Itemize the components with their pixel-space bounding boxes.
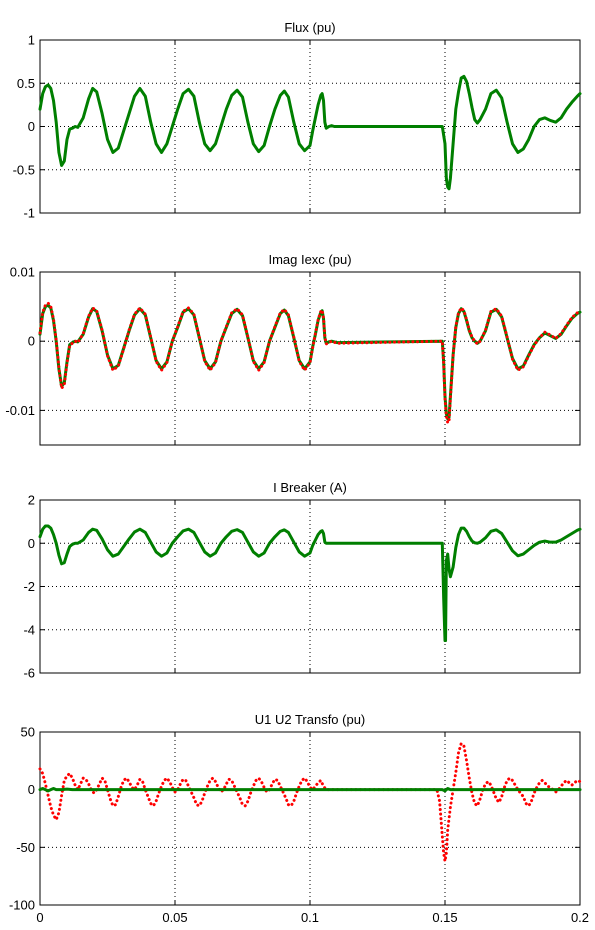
y-tick-label: -1 (23, 206, 35, 221)
subplot-title: Flux (pu) (284, 20, 335, 35)
x-tick-label: 0.05 (162, 910, 187, 925)
y-tick-label: 0.5 (17, 76, 35, 91)
x-tick-label: 0.1 (301, 910, 319, 925)
y-tick-label: -4 (23, 622, 35, 637)
y-tick-label: -0.5 (13, 162, 35, 177)
subplot-title: Imag Iexc (pu) (268, 252, 351, 267)
x-tick-label: 0.15 (432, 910, 457, 925)
subplot-1: Flux (pu) 1 0.5 0 -0.5 -1 (13, 20, 582, 221)
subplot-title: U1 U2 Transfo (pu) (255, 712, 366, 727)
series-line-2 (38, 301, 582, 425)
y-tick-label: 1 (28, 33, 35, 48)
y-tick-label: -0.01 (5, 403, 35, 418)
y-tick-label: 0 (28, 536, 35, 551)
y-tick-label: -6 (23, 666, 35, 681)
y-tick-label: -50 (16, 840, 35, 855)
y-tick-label: 0.01 (10, 265, 35, 280)
y-tick-label: 0 (28, 334, 35, 349)
y-tick-label: 0 (28, 119, 35, 134)
subplot-title: I Breaker (A) (273, 480, 347, 495)
series-line-1 (38, 74, 582, 191)
y-tick-label: -100 (9, 898, 35, 913)
plot-area (39, 731, 581, 906)
series-line-2 (38, 787, 582, 793)
x-tick-label: 0.2 (571, 910, 589, 925)
series-line-1 (38, 524, 582, 643)
y-tick-label: 0 (28, 782, 35, 797)
y-tick-label: 50 (21, 725, 35, 740)
x-tick-label: 0 (36, 910, 43, 925)
y-tick-label: -2 (23, 579, 35, 594)
subplot-3: I Breaker (A) 2 0 -2 -4 -6 (23, 480, 582, 681)
subplot-2: Imag Iexc (pu) 0.01 0 -0.01 (5, 252, 582, 446)
y-tick-label: 2 (28, 493, 35, 508)
